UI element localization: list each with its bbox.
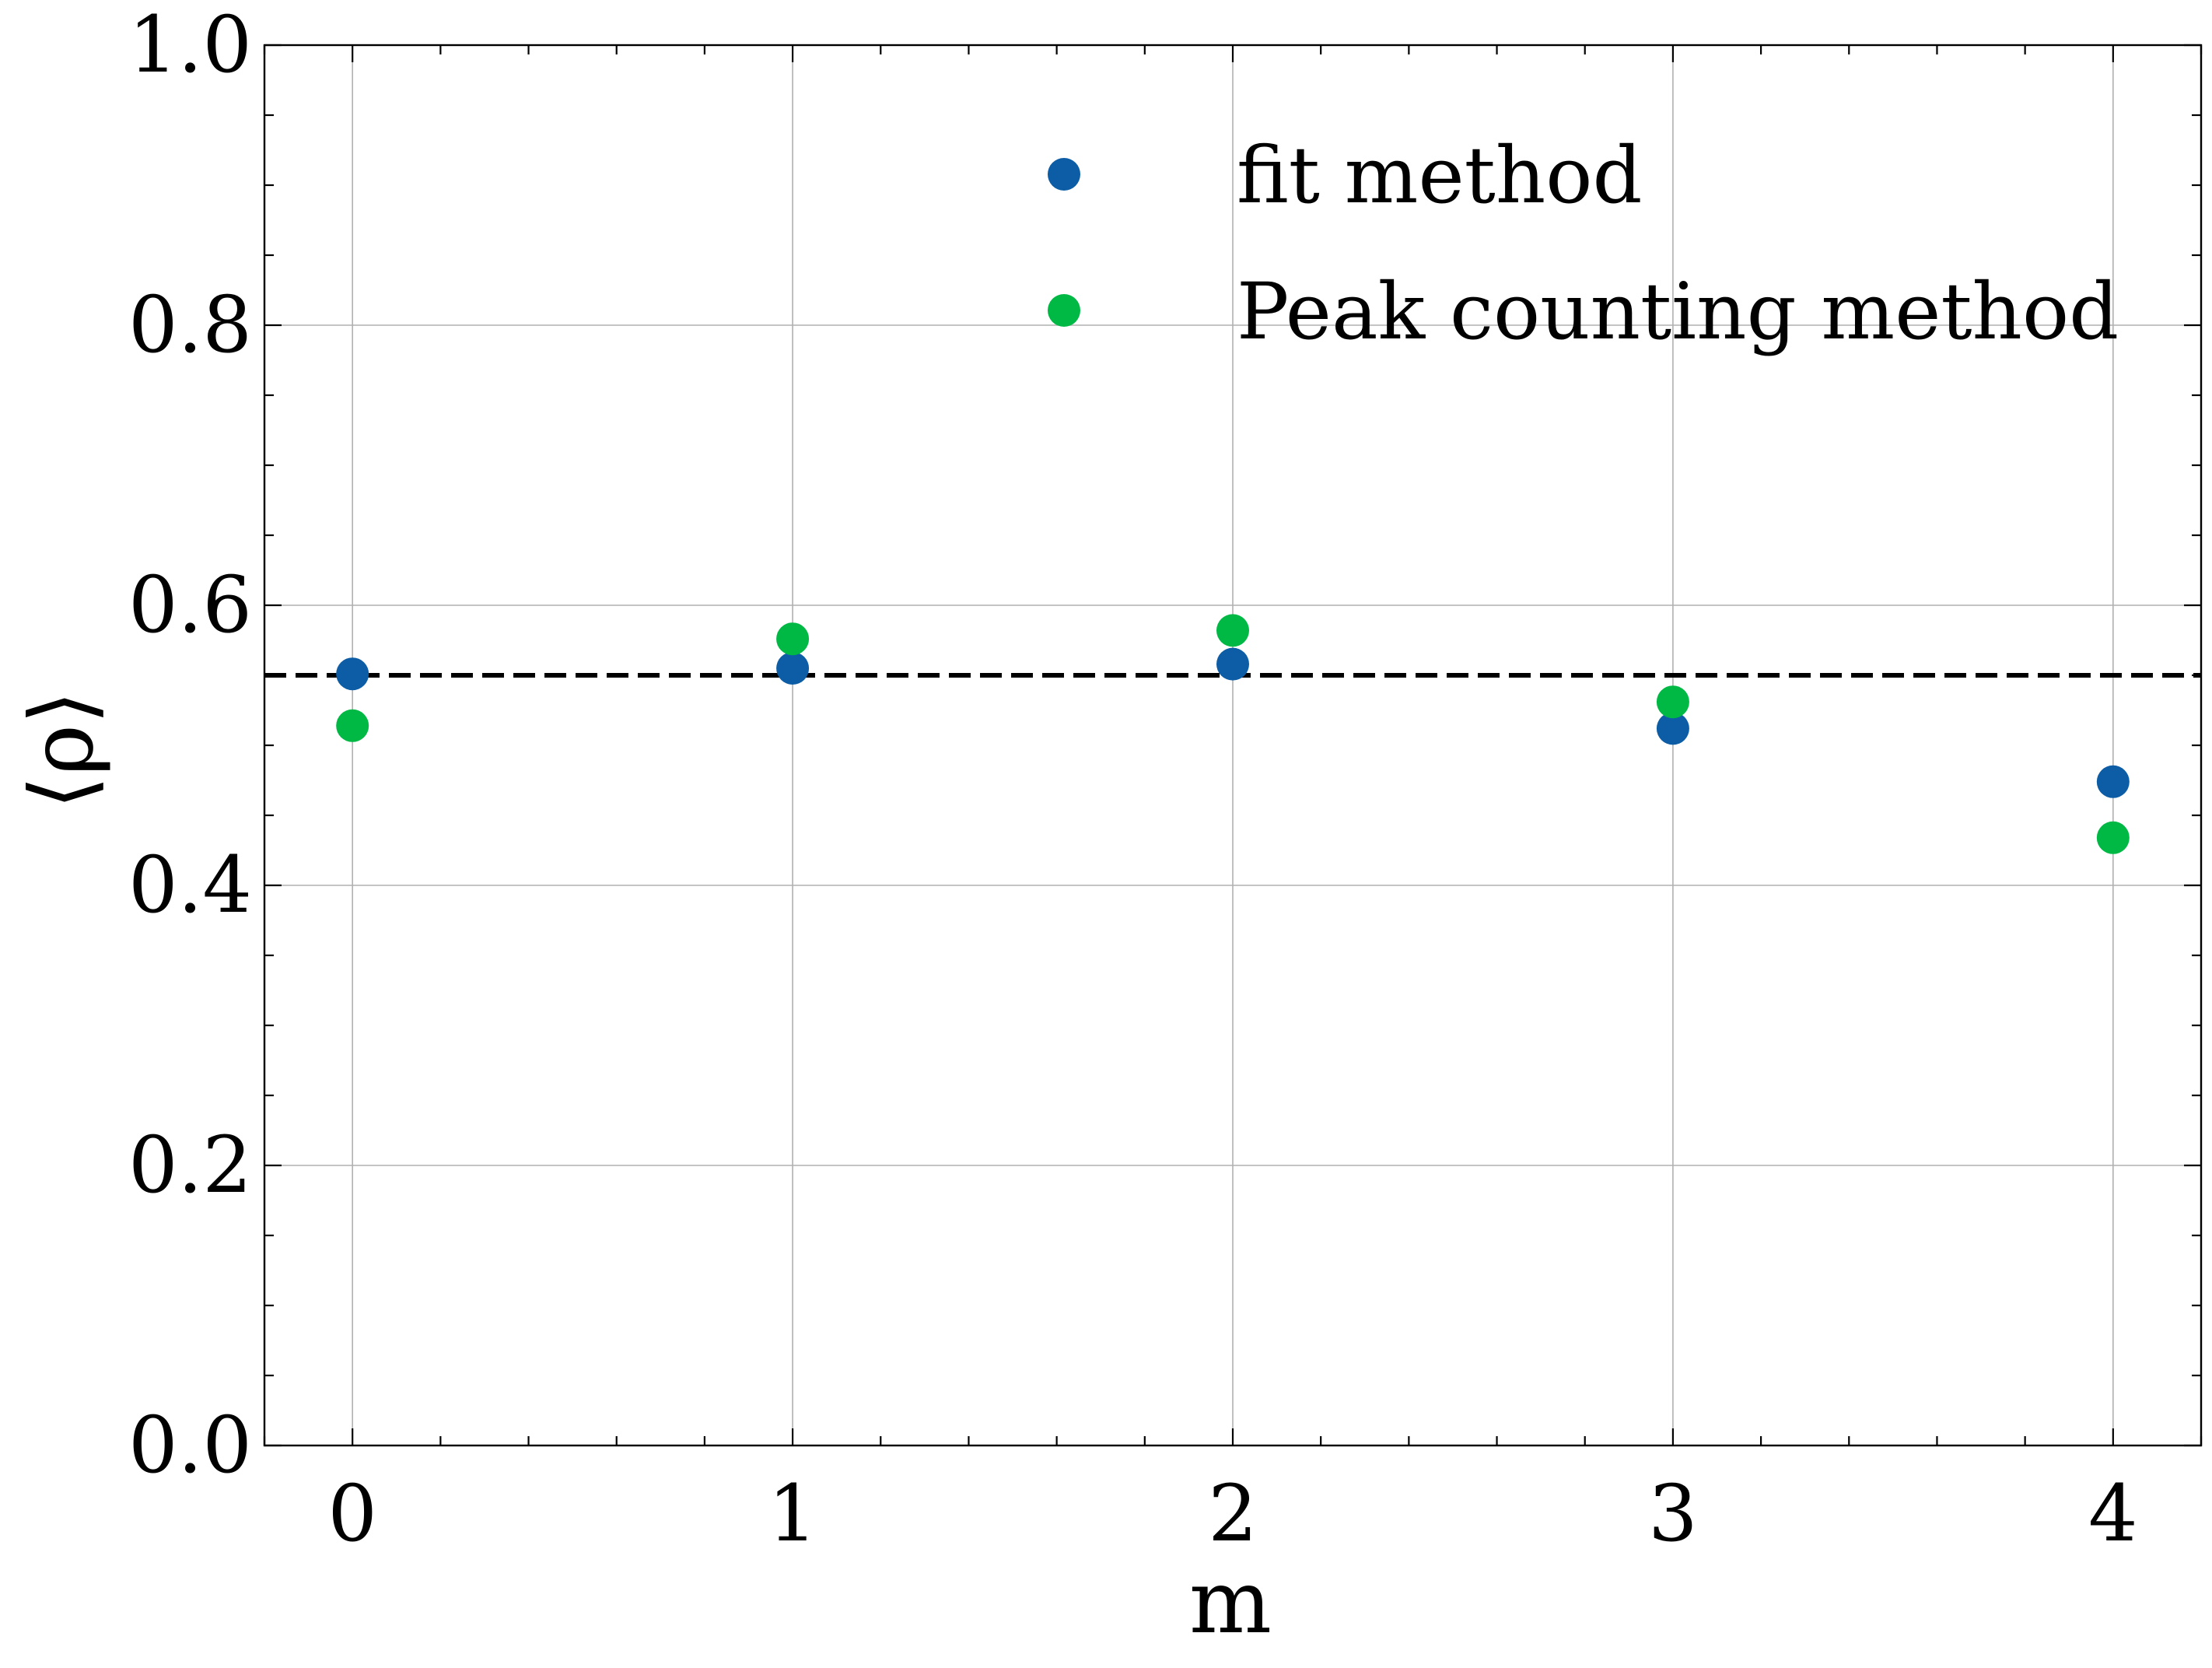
- x-tick-label: 0: [327, 1468, 377, 1559]
- y-tick-label: 0.8: [128, 279, 252, 370]
- data-point: [2096, 821, 2130, 854]
- x-tick-label: 2: [1208, 1468, 1258, 1559]
- data-point: [2096, 765, 2130, 798]
- data-point: [776, 652, 810, 685]
- legend-label: fit method: [1237, 130, 1642, 221]
- legend-label: Peak counting method: [1237, 266, 2119, 357]
- x-tick-label: 3: [1648, 1468, 1698, 1559]
- x-tick-label: 4: [2088, 1468, 2138, 1559]
- x-tick-label: 1: [768, 1468, 817, 1559]
- y-tick-label: 0.6: [128, 559, 252, 650]
- y-tick-label: 0.0: [128, 1400, 252, 1491]
- x-axis-label: m: [1189, 1552, 1272, 1653]
- axis-ticks: [263, 44, 2203, 1447]
- data-point: [1216, 614, 1249, 647]
- y-tick-label: 0.4: [128, 839, 252, 930]
- data-point: [1656, 685, 1689, 719]
- data-point: [336, 709, 369, 742]
- y-tick-label: 1.0: [128, 0, 252, 90]
- legend: fit method Peak counting method: [1048, 130, 2119, 357]
- data-point: [776, 622, 810, 656]
- data-points: [336, 614, 2130, 854]
- y-axis-label: ⟨ρ⟩: [12, 690, 113, 809]
- legend-marker: [1048, 294, 1080, 327]
- data-point: [1216, 647, 1249, 681]
- tick-labels: 0 1 2 3 4 0.0 0.2 0.4 0.6 0.8 1.0: [128, 0, 2138, 1559]
- legend-marker: [1048, 158, 1080, 191]
- data-point: [336, 657, 369, 691]
- y-tick-label: 0.2: [128, 1120, 252, 1211]
- data-point: [1656, 712, 1689, 745]
